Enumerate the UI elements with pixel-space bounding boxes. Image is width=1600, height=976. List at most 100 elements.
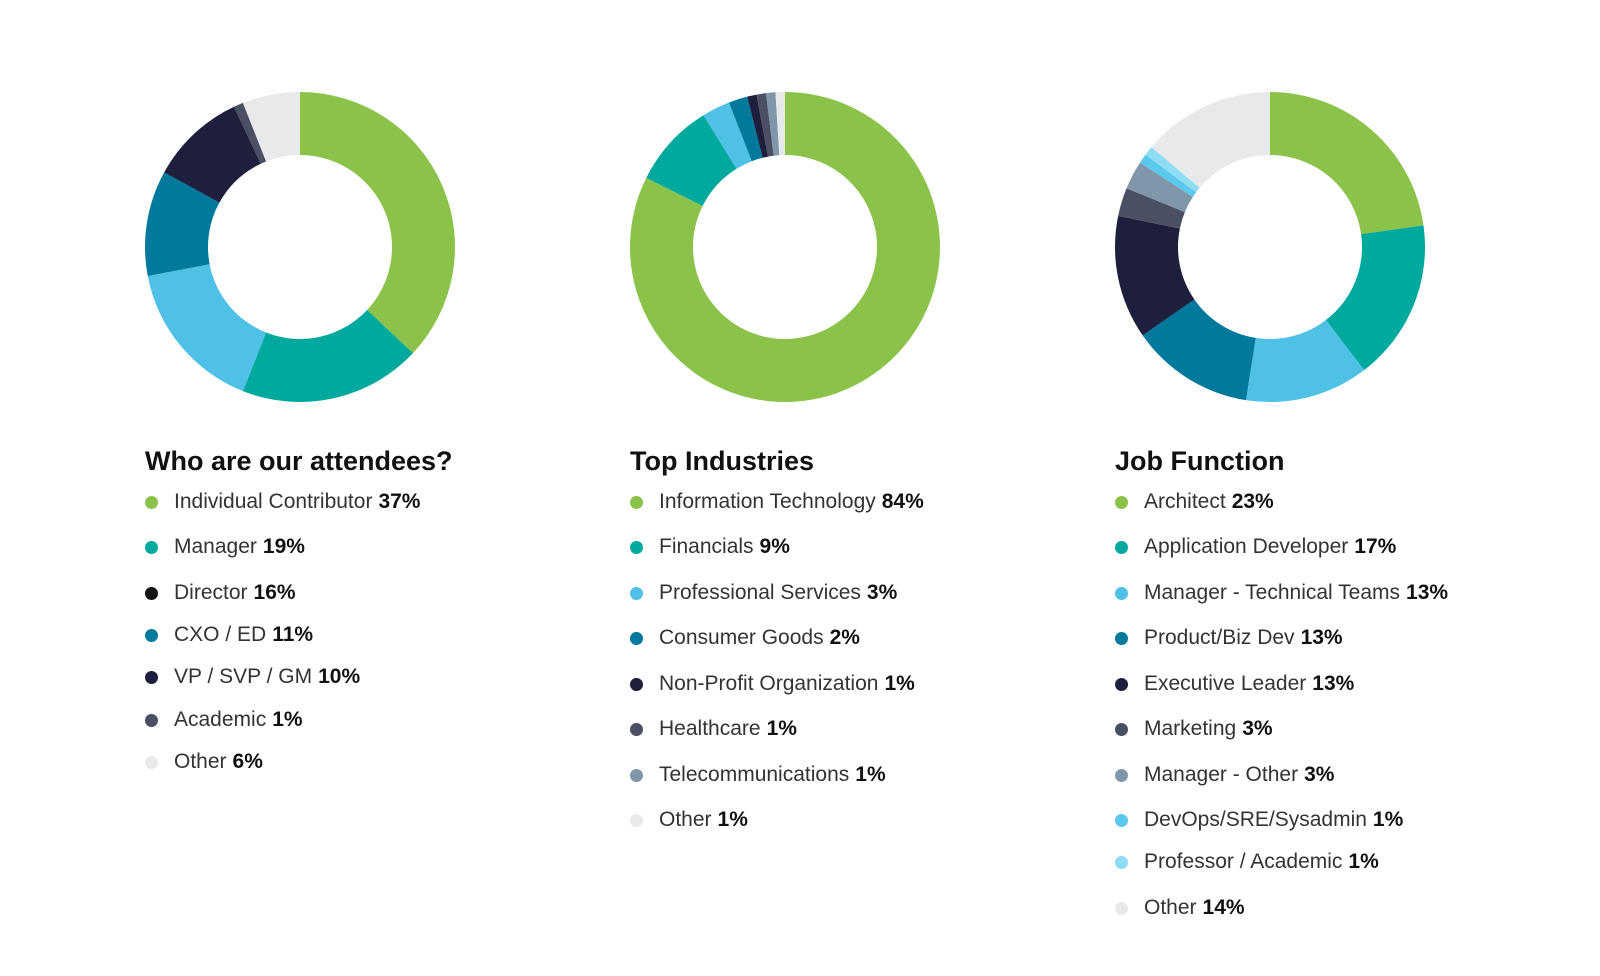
legend-swatch	[630, 813, 643, 827]
legend-value: 3%	[1304, 763, 1335, 786]
slice-application-developer	[1325, 225, 1425, 371]
legend-swatch	[145, 540, 158, 554]
legend-label: Telecommunications	[659, 763, 850, 786]
legend-swatch	[630, 540, 643, 554]
slice-manager	[242, 309, 413, 402]
legend-value: 1%	[1372, 808, 1404, 831]
legend-value: 1%	[717, 808, 748, 831]
legend-value: 3%	[866, 581, 898, 604]
legend-item-academic: Academic 1%	[145, 708, 303, 732]
legend-label: Professional Services	[659, 581, 861, 604]
legend-swatch	[630, 677, 643, 691]
slice-individual-contributor	[300, 92, 455, 354]
slice-architect	[1270, 92, 1424, 235]
legend-swatch	[1115, 677, 1128, 691]
legend-value: 17%	[1354, 535, 1397, 558]
industries-panel: Top Industries Information Technology 84%…	[630, 0, 1110, 976]
legend-label: Individual Contributor	[174, 490, 373, 513]
slice-information-technology	[630, 92, 940, 402]
legend-item-healthcare: Healthcare 1%	[630, 717, 797, 741]
legend-label: Academic	[174, 708, 267, 731]
legend-value: 13%	[1300, 626, 1343, 649]
legend-value: 1%	[766, 717, 797, 740]
legend-item-executive-leader: Executive Leader 13%	[1115, 672, 1354, 696]
slice-other	[242, 92, 300, 162]
legend-item-consumer-goods: Consumer Goods 2%	[630, 626, 860, 650]
legend-swatch	[1115, 495, 1128, 509]
legend-item-other: Other 6%	[145, 750, 263, 774]
legend-label: Information Technology	[659, 490, 876, 513]
legend-swatch	[630, 586, 643, 600]
legend-item-individual-contributor: Individual Contributor 37%	[145, 490, 420, 514]
attendees-panel: Who are our attendees? Individual Contri…	[145, 0, 625, 976]
legend-item-telecommunications: Telecommunications 1%	[630, 763, 886, 787]
legend-value: 16%	[253, 581, 296, 604]
legend-label: Other	[174, 750, 227, 773]
legend-swatch	[145, 586, 158, 600]
legend-item-devops-sre-sysadmin: DevOps/SRE/Sysadmin 1%	[1115, 808, 1403, 832]
legend-item-professional-services: Professional Services 3%	[630, 581, 897, 605]
legend-value: 14%	[1202, 896, 1245, 919]
legend-swatch	[1115, 901, 1128, 915]
legend-item-financials: Financials 9%	[630, 535, 790, 559]
legend-value: 1%	[884, 672, 915, 695]
legend-label: VP / SVP / GM	[174, 665, 313, 688]
legend-item-information-technology: Information Technology 84%	[630, 490, 924, 514]
legend-item-manager: Manager 19%	[145, 535, 305, 559]
legend-item-application-developer: Application Developer 17%	[1115, 535, 1396, 559]
legend-swatch	[1115, 855, 1128, 869]
legend-swatch	[1115, 813, 1128, 827]
legend-swatch	[145, 628, 158, 642]
legend-label: Financials	[659, 535, 754, 558]
legend-value: 2%	[829, 626, 860, 649]
legend-label: CXO / ED	[174, 623, 267, 646]
legend-label: Other	[659, 808, 712, 831]
legend-label: Professor / Academic	[1144, 850, 1343, 873]
slice-vp-svp-gm	[164, 106, 261, 203]
job-function-donut	[1115, 92, 1425, 402]
legend-label: Manager - Technical Teams	[1144, 581, 1401, 604]
job-function-title: Job Function	[1115, 446, 1285, 476]
legend-swatch	[145, 713, 158, 727]
slice-financials	[646, 115, 737, 206]
legend-item-other: Other 1%	[630, 808, 748, 832]
legend-item-manager-technical-teams: Manager - Technical Teams 13%	[1115, 581, 1448, 605]
legend-label: Product/Biz Dev	[1144, 626, 1295, 649]
legend-swatch	[630, 722, 643, 736]
legend-item-architect: Architect 23%	[1115, 490, 1274, 514]
slice-director	[147, 264, 267, 392]
legend-item-cxo-ed: CXO / ED 11%	[145, 623, 313, 647]
legend-value: 1%	[1348, 850, 1379, 873]
slice-professional-services	[703, 102, 752, 169]
legend-value: 19%	[262, 535, 305, 558]
legend-swatch	[1115, 631, 1128, 645]
legend-swatch	[145, 495, 158, 509]
legend-label: DevOps/SRE/Sysadmin	[1144, 808, 1367, 831]
industries-title: Top Industries	[630, 446, 815, 476]
slice-telecommunications	[765, 92, 780, 156]
industries-donut	[630, 92, 940, 402]
legend-value: 10%	[318, 665, 361, 688]
legend-label: Manager - Other	[1144, 763, 1299, 786]
slice-cxo-ed	[145, 172, 220, 277]
slice-academic	[234, 102, 267, 164]
legend-swatch	[630, 768, 643, 782]
slice-marketing	[1118, 188, 1185, 229]
legend-swatch	[1115, 540, 1128, 554]
legend-label: Consumer Goods	[659, 626, 824, 649]
legend-item-product-biz-dev: Product/Biz Dev 13%	[1115, 626, 1343, 650]
attendees-donut	[145, 92, 455, 402]
legend-value: 6%	[232, 750, 263, 773]
legend-value: 13%	[1312, 672, 1355, 695]
legend-label: Executive Leader	[1144, 672, 1307, 695]
legend-value: 37%	[378, 490, 421, 513]
slice-devops-sre-sysadmin	[1139, 154, 1197, 197]
legend-value: 23%	[1231, 490, 1274, 513]
legend-item-other: Other 14%	[1115, 896, 1245, 920]
legend-swatch	[630, 495, 643, 509]
slice-professor-academic	[1145, 147, 1200, 193]
legend-swatch	[630, 631, 643, 645]
legend-swatch	[1115, 768, 1128, 782]
slice-other	[775, 92, 785, 156]
legend-label: Marketing	[1144, 717, 1237, 740]
